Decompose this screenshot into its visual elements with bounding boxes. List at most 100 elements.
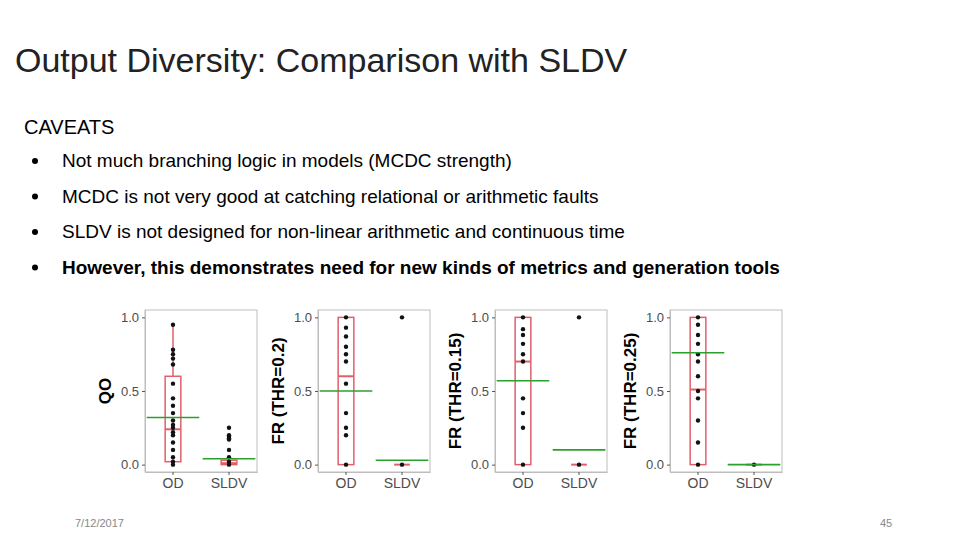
y-tick-mark (142, 465, 145, 466)
y-tick-mark (315, 465, 318, 466)
y-tick-label: 0.5 (646, 384, 664, 399)
mean-line (672, 352, 725, 354)
data-point (171, 362, 175, 366)
y-tick-mark (667, 317, 670, 318)
y-axis-line (495, 311, 496, 473)
data-point (696, 462, 700, 466)
y-tick: 0.0 (121, 457, 145, 472)
chart: 0.00.51.0ODSLDVFR (THR=0.2) (269, 310, 431, 491)
data-point (171, 426, 175, 430)
x-tick-label: OD (513, 475, 534, 491)
x-tick-label: OD (163, 475, 184, 491)
y-tick: 1.0 (294, 310, 318, 325)
x-axis-line (319, 472, 431, 473)
x-tick: SLDV (384, 472, 421, 491)
marks (320, 315, 429, 467)
y-tick: 0.5 (294, 384, 318, 399)
y-tick-mark (667, 391, 670, 392)
data-point (521, 411, 525, 415)
y-tick-label: 0.5 (294, 384, 312, 399)
y-tick: 0.5 (121, 384, 145, 399)
y-axis: 0.0 0.5 1.0 (121, 310, 146, 472)
y-axis-line (318, 311, 319, 473)
data-point (521, 426, 525, 430)
data-point (171, 396, 175, 400)
data-point (344, 411, 348, 415)
data-point (521, 396, 525, 400)
y-axis: 0.0 0.5 1.0 (646, 310, 671, 472)
data-point (577, 315, 581, 319)
data-point (344, 345, 348, 349)
bullet-dot (32, 229, 38, 235)
data-point (344, 315, 348, 319)
data-point (521, 462, 525, 466)
y-tick-label: 1.0 (294, 310, 312, 325)
box-median (338, 375, 354, 377)
y-tick: 1.0 (646, 310, 670, 325)
data-point (171, 352, 175, 356)
x-axis: OD SLDV (319, 472, 431, 491)
bullet-text: MCDC is not very good at catching relati… (62, 186, 598, 207)
x-tick-label: SLDV (384, 475, 421, 491)
data-point (696, 418, 700, 422)
plot-frame (670, 310, 782, 472)
y-tick: 0.0 (294, 457, 318, 472)
data-point (227, 462, 231, 466)
x-tick-label: SLDV (211, 475, 248, 491)
bullet-dot (32, 265, 38, 271)
x-axis: ODSLDV (671, 472, 783, 491)
data-point (521, 327, 525, 331)
data-point (696, 315, 700, 319)
x-tick: OD (163, 472, 184, 491)
data-point (344, 359, 348, 363)
y-axis: 0.00.51.0 (471, 310, 496, 472)
chart: 0.00.51.0ODSLDVFR (THR=0.25) (621, 310, 783, 491)
data-point (696, 323, 700, 327)
bullet-text: However, this demonstrates need for new … (62, 257, 780, 278)
mean-line (376, 459, 429, 461)
x-axis-line (146, 472, 258, 473)
data-point (521, 333, 525, 337)
data-point (521, 342, 525, 346)
box-body (690, 317, 706, 464)
y-tick: 0.5 (471, 384, 495, 399)
y-axis-line (145, 311, 146, 473)
x-axis: OD SLDV (146, 472, 258, 491)
x-tick-label: SLDV (561, 475, 598, 491)
y-tick-mark (492, 391, 495, 392)
mean-line (553, 449, 606, 451)
y-axis-title: QO (96, 378, 115, 404)
y-axis-line (670, 311, 671, 473)
y-axis: 0.0 0.5 1.0 (294, 310, 319, 472)
y-tick-mark (142, 391, 145, 392)
y-tick-label: 1.0 (646, 310, 664, 325)
data-point (171, 348, 175, 352)
data-point (227, 448, 231, 452)
y-tick-mark (142, 317, 145, 318)
mean-line (497, 380, 550, 382)
mean-line (320, 390, 373, 392)
data-point (344, 381, 348, 385)
data-point (344, 325, 348, 329)
y-tick-label: 0.0 (121, 457, 139, 472)
y-tick-label: 1.0 (121, 310, 139, 325)
data-point (171, 440, 175, 444)
data-point (171, 404, 175, 408)
data-point (696, 389, 700, 393)
data-point (171, 323, 175, 327)
data-point (696, 396, 700, 400)
y-tick: 1.0 (121, 310, 145, 325)
bullet-text: Not much branching logic in models (MCDC… (62, 150, 512, 171)
data-point (227, 437, 231, 441)
slide-date: 7/12/2017 (75, 517, 124, 529)
data-point (171, 462, 175, 466)
y-tick-mark (315, 391, 318, 392)
y-tick-mark (667, 465, 670, 466)
y-axis-title: FR (THR=0.15) (446, 333, 465, 450)
x-tick: OD (336, 472, 357, 491)
data-point (171, 433, 175, 437)
bullet-dot (32, 158, 38, 164)
x-tick-label: OD (688, 475, 709, 491)
y-tick-label: 0.0 (646, 457, 664, 472)
y-tick: 0.0 (471, 457, 495, 472)
